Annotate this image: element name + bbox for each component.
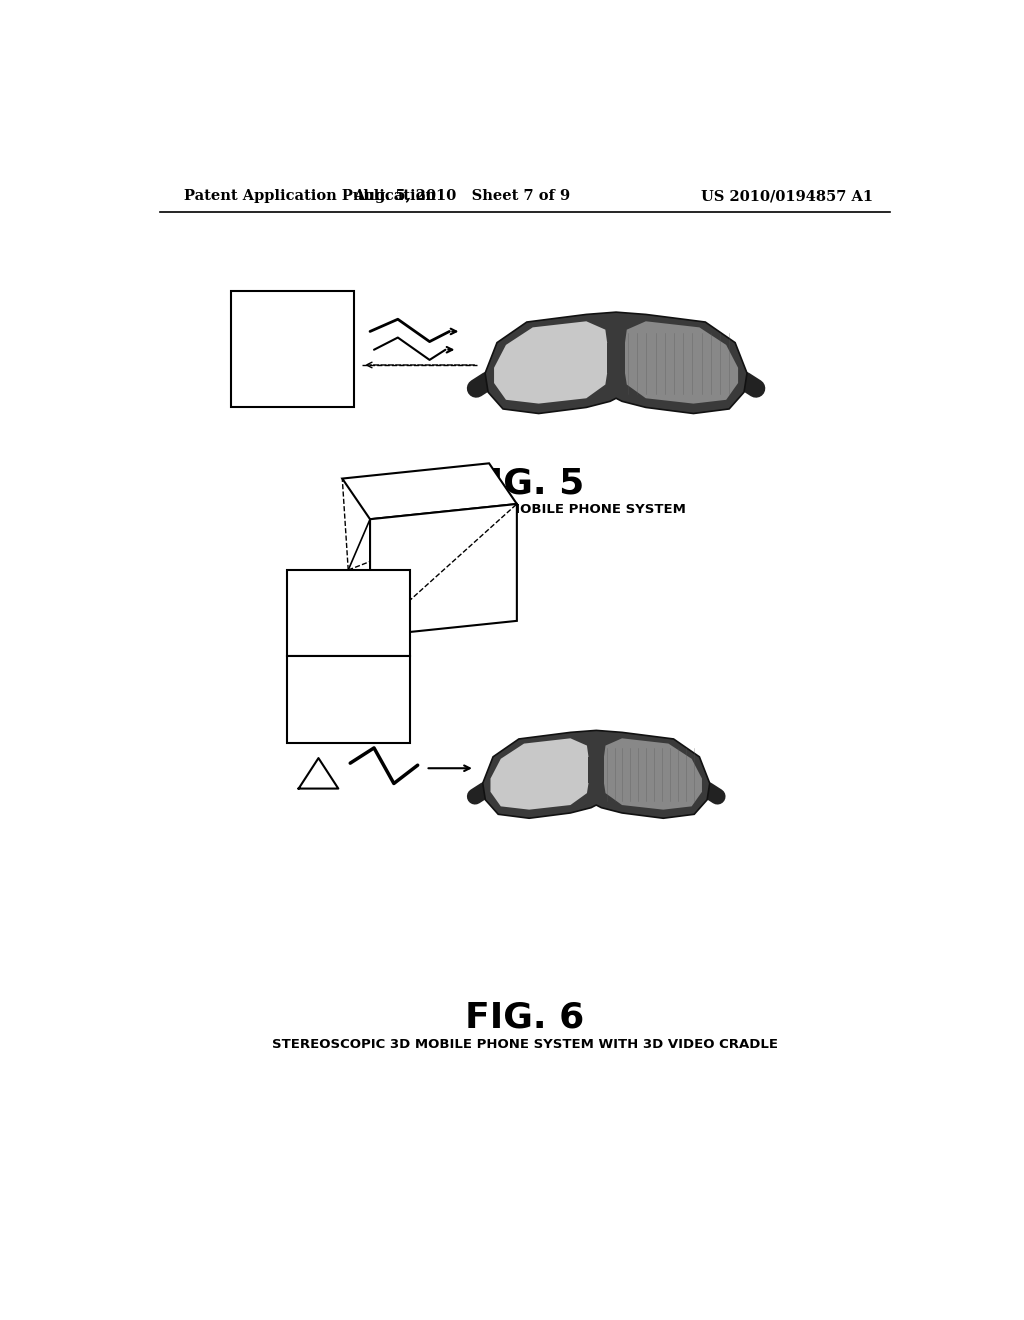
Polygon shape	[607, 343, 625, 374]
Text: PROJECTED IMAGE: PROJECTED IMAGE	[383, 553, 505, 566]
Polygon shape	[589, 756, 604, 783]
Polygon shape	[490, 738, 589, 809]
Text: US 2010/0194857 A1: US 2010/0194857 A1	[700, 189, 872, 203]
Text: STEREOSCOPIC 3D MOBILE PHONE SYSTEM: STEREOSCOPIC 3D MOBILE PHONE SYSTEM	[364, 503, 686, 516]
Text: MOBILE
PHONE: MOBILE PHONE	[319, 685, 377, 714]
Polygon shape	[485, 312, 748, 413]
Polygon shape	[625, 321, 738, 404]
Text: STEREOSCOPIC 3D MOBILE PHONE SYSTEM WITH 3D VIDEO CRADLE: STEREOSCOPIC 3D MOBILE PHONE SYSTEM WITH…	[271, 1039, 778, 1051]
Text: FIG. 5: FIG. 5	[465, 467, 585, 500]
Polygon shape	[604, 738, 702, 809]
Text: Aug. 5, 2010   Sheet 7 of 9: Aug. 5, 2010 Sheet 7 of 9	[352, 189, 570, 203]
Polygon shape	[342, 463, 517, 519]
Bar	[231, 290, 354, 408]
Polygon shape	[370, 504, 517, 636]
Bar	[287, 570, 410, 656]
Polygon shape	[494, 321, 607, 404]
Bar	[287, 656, 410, 743]
Text: 3D VIDEO
CRADLE: 3D VIDEO CRADLE	[312, 599, 384, 627]
Text: Patent Application Publication: Patent Application Publication	[183, 189, 435, 203]
Text: MOBILE
PHONE: MOBILE PHONE	[263, 334, 323, 364]
Text: FIG. 6: FIG. 6	[465, 1001, 585, 1035]
Polygon shape	[482, 730, 710, 818]
